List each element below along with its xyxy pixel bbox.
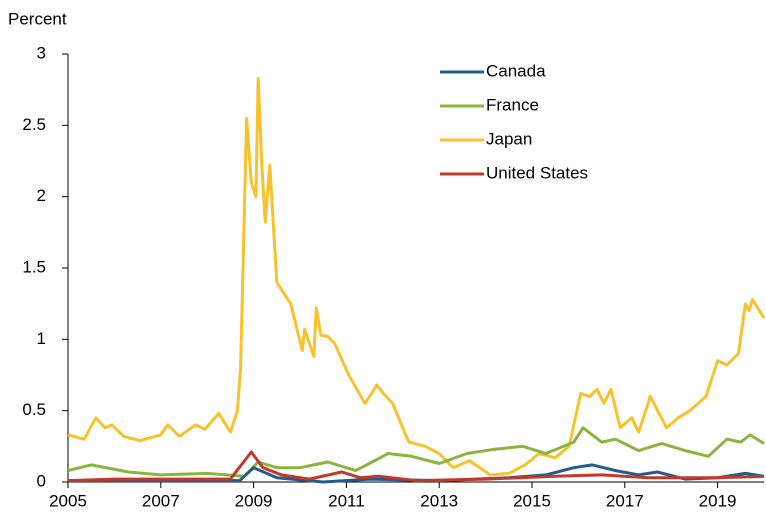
y-tick-label: 3 [37, 43, 46, 62]
x-tick-label: 2009 [235, 491, 273, 510]
y-tick-label: 1.5 [22, 257, 46, 276]
line-series [67, 426, 765, 478]
x-tick-label: 2005 [49, 491, 87, 510]
y-tick-label: 1 [37, 329, 46, 348]
legend-label: Canada [486, 61, 546, 80]
x-tick-label: 2013 [420, 491, 458, 510]
y-tick-label: 0 [37, 471, 46, 490]
x-tick-label: 2019 [699, 491, 737, 510]
line-series [67, 450, 765, 483]
y-tick-label: 2.5 [22, 115, 46, 134]
legend-label: France [486, 95, 539, 114]
x-tick-label: 2015 [513, 491, 551, 510]
x-tick-label: 2007 [142, 491, 180, 510]
x-tick-label: 2011 [328, 491, 365, 510]
legend-label: Japan [486, 129, 532, 148]
legend-label: United States [486, 163, 588, 182]
line-series [67, 76, 766, 477]
y-tick-label: 0.5 [22, 400, 46, 419]
x-tick-label: 2017 [606, 491, 644, 510]
y-axis-label: Percent [8, 9, 67, 28]
y-tick-label: 2 [37, 186, 46, 205]
